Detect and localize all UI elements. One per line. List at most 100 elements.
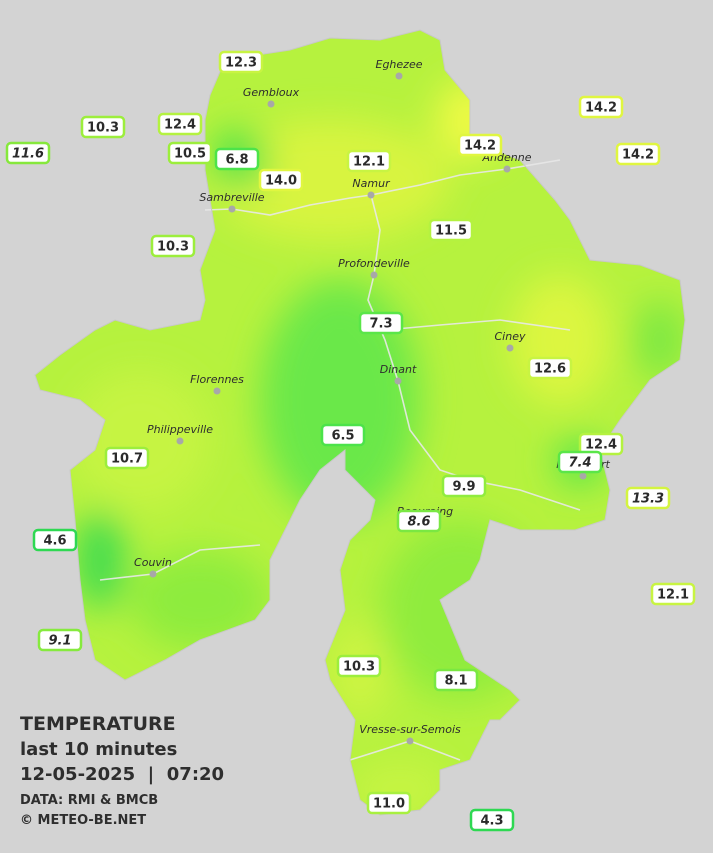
station-value: 13.3 bbox=[632, 492, 664, 507]
station-value: 10.3 bbox=[157, 240, 189, 255]
station: 14.2 bbox=[457, 133, 503, 157]
station-box bbox=[167, 141, 213, 165]
station-value: 10.3 bbox=[343, 660, 375, 675]
city-dot bbox=[579, 472, 587, 480]
station-box bbox=[150, 234, 196, 258]
station-box bbox=[336, 654, 382, 678]
city-dot bbox=[367, 191, 375, 199]
station: 12.1 bbox=[346, 149, 392, 173]
city-name: Sambreville bbox=[199, 191, 264, 204]
station: 14.0 bbox=[258, 168, 304, 192]
city-dot bbox=[267, 100, 275, 108]
station-value: 10.5 bbox=[174, 147, 206, 162]
station: 8.1 bbox=[433, 668, 479, 692]
city-dot bbox=[370, 271, 378, 279]
station: 6.5 bbox=[320, 423, 366, 447]
city-name: Philippeville bbox=[147, 423, 213, 436]
station: 14.2 bbox=[578, 95, 624, 119]
station-value: 9.1 bbox=[48, 634, 71, 649]
station-box bbox=[615, 142, 661, 166]
station-box bbox=[32, 528, 78, 552]
legend-subtitle: last 10 minutes bbox=[20, 739, 177, 760]
city-dot bbox=[149, 570, 157, 578]
station-value: 11.0 bbox=[373, 797, 405, 812]
station: 12.1 bbox=[650, 582, 696, 606]
station-value: 8.6 bbox=[407, 515, 430, 530]
station: 12.3 bbox=[218, 50, 264, 74]
station-value: 11.5 bbox=[435, 224, 467, 239]
legend-copyright: © METEO-BE.NET bbox=[20, 813, 146, 828]
city-name: Dinant bbox=[380, 363, 417, 376]
station: 7.3 bbox=[358, 311, 404, 335]
city-name: Gembloux bbox=[243, 86, 300, 99]
station-box bbox=[578, 95, 624, 119]
station: 12.6 bbox=[527, 356, 573, 380]
station-box bbox=[80, 115, 126, 139]
station-value: 12.6 bbox=[534, 362, 566, 377]
legend-title: TEMPERATURE bbox=[20, 713, 176, 735]
legend-source: DATA: RMI & BMCB bbox=[20, 793, 158, 808]
station: 11.5 bbox=[428, 218, 474, 242]
station: 14.2 bbox=[615, 142, 661, 166]
station: 10.3 bbox=[80, 115, 126, 139]
station-value: 4.3 bbox=[480, 814, 503, 829]
city-dot bbox=[506, 344, 514, 352]
city-dot bbox=[213, 387, 221, 395]
station-box bbox=[433, 668, 479, 692]
legend-datetime: 12-05-2025 | 07:20 bbox=[20, 764, 224, 785]
station: 7.4 bbox=[557, 450, 603, 474]
station-value: 12.1 bbox=[353, 155, 385, 170]
station-box bbox=[218, 50, 264, 74]
station: 10.3 bbox=[150, 234, 196, 258]
station-value: 11.6 bbox=[12, 147, 44, 162]
station-box bbox=[157, 112, 203, 136]
city-dot bbox=[228, 205, 236, 213]
station: 9.9 bbox=[441, 474, 487, 498]
station-box bbox=[366, 791, 412, 815]
station-value: 14.2 bbox=[622, 148, 654, 163]
station-box bbox=[650, 582, 696, 606]
stations: 12.3 10.3 11.6 12.4 10.5 6.8 14.0 12.1 14.2 14.2 1… bbox=[5, 50, 696, 832]
city-name: Couvin bbox=[134, 556, 172, 569]
city-name: Ciney bbox=[495, 330, 526, 343]
station-value: 7.3 bbox=[369, 317, 392, 332]
station-box bbox=[358, 311, 404, 335]
station-value: 9.9 bbox=[452, 480, 475, 495]
city-dot bbox=[395, 72, 403, 80]
station-box bbox=[37, 628, 83, 652]
station-box bbox=[625, 486, 671, 510]
station-value: 14.2 bbox=[585, 101, 617, 116]
city-name: Vresse-sur-Semois bbox=[359, 723, 461, 736]
city-dot bbox=[503, 165, 511, 173]
station: 11.0 bbox=[366, 791, 412, 815]
station: 4.6 bbox=[32, 528, 78, 552]
station-box bbox=[214, 147, 260, 171]
city-name: Namur bbox=[352, 177, 391, 190]
city-dot bbox=[406, 737, 414, 745]
station-box bbox=[396, 509, 442, 533]
station-box bbox=[346, 149, 392, 173]
city-dot bbox=[176, 437, 184, 445]
station-box bbox=[428, 218, 474, 242]
station-value: 4.6 bbox=[43, 534, 66, 549]
station: 10.3 bbox=[336, 654, 382, 678]
station: 6.8 bbox=[214, 147, 260, 171]
station: 10.7 bbox=[104, 446, 150, 470]
station-value: 12.3 bbox=[225, 56, 257, 71]
station: 10.5 bbox=[167, 141, 213, 165]
station-value: 6.5 bbox=[331, 429, 354, 444]
city-name: Eghezee bbox=[376, 58, 423, 71]
station-box bbox=[527, 356, 573, 380]
station: 9.1 bbox=[37, 628, 83, 652]
station-box bbox=[441, 474, 487, 498]
station-value: 7.4 bbox=[568, 456, 591, 471]
station: 11.6 bbox=[5, 141, 51, 165]
station-value: 14.2 bbox=[464, 139, 496, 154]
station-value: 10.3 bbox=[87, 121, 119, 136]
station-value: 10.7 bbox=[111, 452, 143, 467]
station-box bbox=[5, 141, 51, 165]
station-box bbox=[258, 168, 304, 192]
station-box bbox=[320, 423, 366, 447]
station: 12.4 bbox=[157, 112, 203, 136]
city-name: Profondeville bbox=[338, 257, 410, 270]
